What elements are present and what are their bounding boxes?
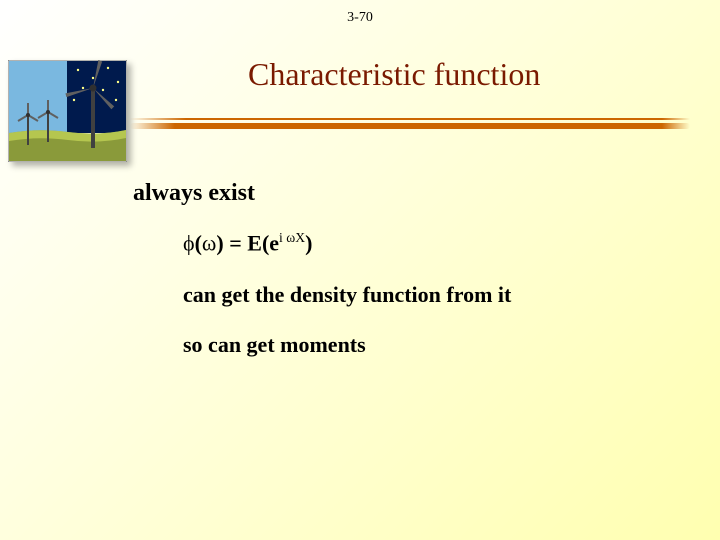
day-sky — [9, 61, 67, 133]
star — [73, 99, 75, 101]
star — [92, 77, 94, 79]
slide-title: Characteristic function — [248, 56, 540, 93]
star — [115, 99, 117, 101]
star — [117, 81, 119, 83]
title-rule — [130, 118, 690, 132]
body-line-3: so can get moments — [183, 332, 366, 358]
section-heading: always exist — [133, 180, 255, 207]
star — [82, 87, 84, 89]
star — [77, 69, 79, 71]
rule-thick-line — [130, 123, 690, 129]
star — [102, 89, 104, 91]
windmill-illustration — [8, 60, 127, 162]
formula-line: ϕ(ω) = E(ei ωX) — [183, 230, 312, 256]
page-number: 3-70 — [0, 10, 720, 26]
rule-thin-line — [130, 118, 690, 120]
star — [107, 67, 109, 69]
body-line-2: can get the density function from it — [183, 282, 511, 308]
